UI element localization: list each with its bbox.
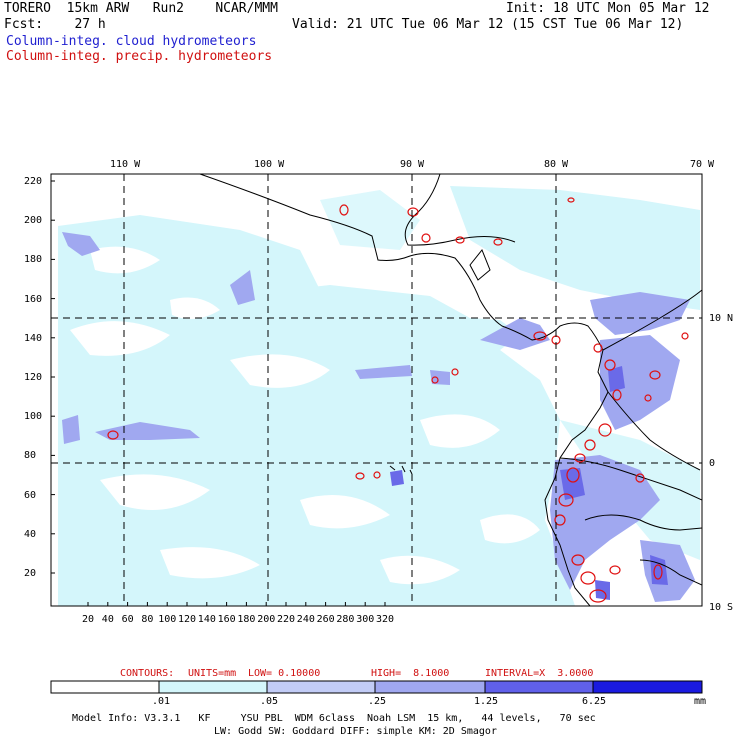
legend-bin-6 bbox=[592, 680, 703, 694]
legend-unit: mm bbox=[694, 696, 707, 707]
x-tick-label: 60 bbox=[121, 614, 134, 625]
legend-bin-4 bbox=[374, 680, 486, 694]
y-tick-label: 220 bbox=[24, 176, 43, 187]
y-tick-label: 20 bbox=[24, 568, 37, 579]
legend-label-125: 1.25 bbox=[474, 696, 499, 707]
y-tick-label: 100 bbox=[24, 411, 43, 423]
y-tick-label: 200 bbox=[24, 215, 43, 227]
y-tick-label: 60 bbox=[24, 489, 37, 501]
lat-label-0: 0 bbox=[709, 458, 716, 469]
x-tick-label: 120 bbox=[178, 614, 197, 625]
cloud-field-title: Column-integ. cloud hydrometeors bbox=[6, 34, 257, 49]
init-time: Init: 18 UTC Mon 05 Mar 12 bbox=[506, 1, 710, 16]
physics-info: LW: Godd SW: Goddard DIFF: simple KM: 2D… bbox=[214, 726, 497, 737]
tick-marks bbox=[51, 180, 386, 606]
x-tick-label: 40 bbox=[101, 614, 114, 625]
y-tick-label: 40 bbox=[24, 528, 37, 540]
x-tick-label: 300 bbox=[356, 614, 375, 625]
lat-label-10s: 10 S bbox=[709, 602, 734, 613]
y-tick-label: 120 bbox=[24, 372, 43, 383]
x-tick-label: 100 bbox=[158, 614, 177, 625]
map-frame bbox=[50, 173, 703, 607]
x-tick-label: 320 bbox=[376, 614, 395, 625]
lon-label-100w: 100 W bbox=[254, 159, 285, 170]
valid-time: Valid: 21 UTC Tue 06 Mar 12 (15 CST Tue … bbox=[292, 17, 684, 32]
lon-label-70w: 70 W bbox=[690, 159, 715, 170]
contour-high: HIGH= 8.1000 bbox=[371, 668, 450, 679]
cloud-field-gaps bbox=[70, 246, 540, 585]
legend-bin-1 bbox=[50, 680, 160, 694]
x-tick-label: 280 bbox=[336, 614, 355, 625]
legend-label-625: 6.25 bbox=[582, 696, 607, 707]
coastlines bbox=[199, 174, 702, 606]
precip-contours bbox=[107, 197, 689, 603]
legend-colorbar bbox=[50, 680, 703, 694]
x-tick-label: 200 bbox=[257, 614, 276, 625]
contour-low: LOW= 0.10000 bbox=[248, 668, 321, 679]
contour-units: UNITS=mm bbox=[188, 668, 237, 679]
x-tick-label: 140 bbox=[197, 614, 216, 625]
forecast-hour: Fcst: 27 h bbox=[4, 17, 106, 32]
x-tick-label: 180 bbox=[237, 614, 256, 625]
x-tick-label: 220 bbox=[277, 614, 296, 625]
lon-label-110w: 110 W bbox=[110, 159, 141, 170]
graticule bbox=[51, 174, 702, 606]
legend-bin-2 bbox=[158, 680, 268, 694]
precip-field-title: Column-integ. precip. hydrometeors bbox=[6, 49, 273, 64]
map-panel bbox=[51, 174, 702, 606]
model-info: Model Info: V3.3.1 KF YSU PBL WDM 6class… bbox=[72, 713, 596, 724]
x-tick-label: 160 bbox=[217, 614, 236, 625]
legend-label-05: .05 bbox=[260, 696, 279, 707]
x-tick-label: 20 bbox=[82, 614, 95, 625]
contour-label: CONTOURS: bbox=[120, 668, 175, 679]
y-tick-label: 160 bbox=[24, 293, 43, 305]
model-run-title: TORERO 15km ARW Run2 NCAR/MMM bbox=[4, 1, 278, 16]
y-tick-label: 80 bbox=[24, 450, 37, 462]
legend-label-01: .01 bbox=[152, 696, 171, 707]
lat-label-10n: 10 N bbox=[709, 313, 734, 324]
cloud-field-dark bbox=[390, 366, 668, 600]
y-tick-label: 140 bbox=[24, 332, 43, 344]
y-tick-label: 180 bbox=[24, 254, 43, 266]
x-tick-label: 240 bbox=[296, 614, 315, 625]
lon-label-90w: 90 W bbox=[400, 159, 425, 170]
x-tick-label: 80 bbox=[141, 614, 154, 625]
legend-bin-3 bbox=[266, 680, 376, 694]
contour-interval: INTERVAL=X 3.0000 bbox=[485, 668, 594, 679]
x-tick-label: 260 bbox=[316, 614, 335, 625]
lon-label-80w: 80 W bbox=[544, 159, 569, 170]
legend-label-25: .25 bbox=[368, 696, 387, 707]
legend-bin-5 bbox=[484, 680, 594, 694]
